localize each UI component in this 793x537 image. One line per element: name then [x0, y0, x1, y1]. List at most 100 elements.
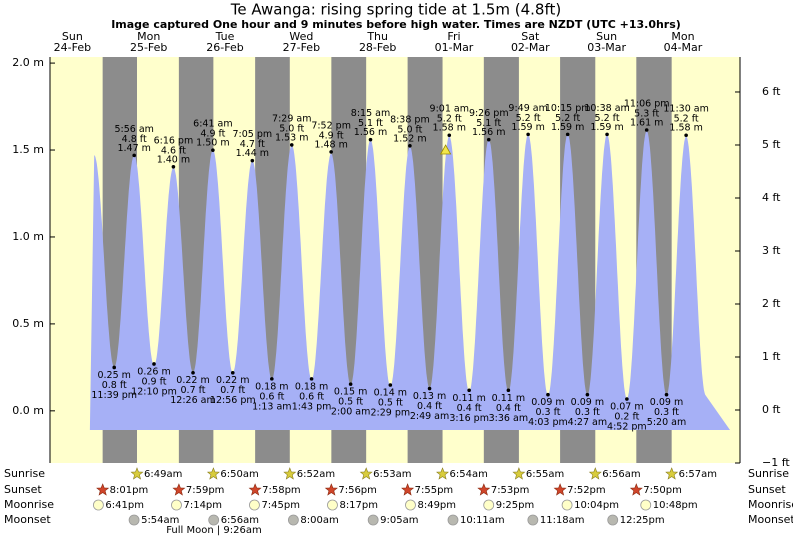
- tide-feet: 4.9 ft: [319, 130, 344, 141]
- tide-feet: 5.2 ft: [555, 113, 580, 124]
- tide-feet: 0.6 ft: [259, 391, 284, 402]
- tide-meters: 1.52 m: [393, 133, 426, 144]
- tide-feet: 4.6 ft: [161, 145, 186, 156]
- high-tide-point: [447, 133, 452, 138]
- day-date: 27-Feb: [283, 41, 320, 54]
- high-tide-point: [171, 164, 176, 169]
- low-tide-point: [191, 370, 195, 375]
- event-time: 7:45pm: [261, 500, 300, 511]
- tide-feet: 5.1 ft: [358, 118, 383, 129]
- tide-time: 8:15 am: [351, 108, 390, 119]
- tide-time: 11:30 am: [663, 104, 708, 115]
- day-date: 01-Mar: [435, 41, 474, 54]
- tide-meters: 0.09 m: [531, 397, 564, 408]
- sunset-icon: [324, 483, 338, 496]
- tide-time: 11:39 pm: [91, 390, 137, 401]
- sunrise-icon: [512, 467, 526, 480]
- tide-meters: 1.61 m: [630, 117, 663, 128]
- high-tide-point: [368, 137, 373, 142]
- y-tick-label: 1.0 m: [12, 230, 44, 243]
- tide-meters: 1.56 m: [472, 127, 505, 138]
- row-label-left: Sunrise: [4, 467, 45, 480]
- moonrise-icon: [327, 499, 338, 511]
- tide-time: 4:03 pm: [528, 417, 568, 428]
- event-time: 10:48pm: [653, 500, 698, 511]
- chart-subtitle: Image captured One hour and 9 minutes be…: [111, 18, 681, 31]
- y2-tick-label: 4 ft: [762, 191, 781, 204]
- tide-meters: 1.56 m: [354, 127, 387, 138]
- tide-meters: 0.22 m: [176, 375, 209, 386]
- event-time: 9:25pm: [496, 500, 535, 511]
- y-tick-label: 0.0 m: [12, 404, 44, 417]
- event-time: 10:11am: [460, 515, 505, 526]
- sunset-icon: [629, 483, 643, 496]
- tide-feet: 5.0 ft: [279, 123, 304, 134]
- event-time: 6:57am: [679, 469, 717, 480]
- event-time: 6:49am: [144, 469, 182, 480]
- tide-time: 3:36 am: [489, 413, 528, 424]
- tide-meters: 0.07 m: [610, 402, 643, 413]
- high-tide-point: [408, 143, 412, 148]
- event-time: 6:56am: [221, 515, 259, 526]
- day-name: Wed: [289, 30, 313, 43]
- tide-feet: 0.7 ft: [220, 385, 245, 396]
- event-time: 9:05am: [380, 515, 418, 526]
- chart-title: Te Awanga: rising spring tide at 1.5m (4…: [230, 1, 561, 19]
- tide-time: 9:26 pm: [469, 108, 509, 119]
- tide-feet: 5.2 ft: [674, 114, 699, 125]
- tide-time: 5:20 am: [647, 417, 686, 428]
- moonset-icon: [447, 514, 459, 526]
- tide-meters: 0.15 m: [334, 387, 367, 398]
- moonset-icon: [287, 514, 299, 526]
- event-time: 7:55pm: [415, 485, 454, 496]
- tide-time: 6:41 am: [193, 119, 232, 130]
- tide-time: 3:16 pm: [449, 413, 489, 424]
- tide-time: 2:49 am: [410, 411, 449, 422]
- sunrise-icon: [283, 467, 297, 480]
- tide-time: 2:29 pm: [371, 407, 411, 418]
- sunset-icon: [172, 483, 186, 496]
- tide-meters: 0.18 m: [255, 381, 288, 392]
- day-date: 26-Feb: [206, 41, 243, 54]
- event-time: 10:04pm: [574, 500, 619, 511]
- tide-feet: 0.5 ft: [338, 397, 363, 408]
- tide-time: 6:16 pm: [154, 135, 194, 146]
- tide-time: 10:38 am: [584, 103, 629, 114]
- y-tick-label: 0.5 m: [12, 317, 44, 330]
- tide-meters: 0.11 m: [492, 393, 525, 404]
- low-tide-point: [427, 386, 432, 391]
- y2-tick-label: 3 ft: [762, 244, 781, 257]
- day-date: 04-Mar: [664, 41, 703, 54]
- sunset-icon: [401, 483, 415, 496]
- row-label-right: Moonrise: [748, 498, 793, 511]
- tide-time: 9:49 am: [508, 103, 547, 114]
- tide-feet: 0.3 ft: [575, 407, 600, 418]
- tide-time: 2:00 am: [331, 407, 370, 418]
- tide-time: 11:06 pm: [624, 98, 670, 109]
- day-name: Mon: [671, 30, 694, 43]
- sunrise-icon: [665, 467, 679, 480]
- tide-feet: 4.8 ft: [122, 134, 147, 145]
- high-tide-point: [644, 128, 649, 132]
- moonrise-icon: [405, 499, 416, 511]
- low-tide-point: [585, 392, 590, 397]
- high-tide-point: [565, 132, 570, 137]
- tide-time: 12:26 am: [170, 395, 215, 406]
- tide-feet: 5.2 ft: [595, 113, 620, 124]
- tide-meters: 1.59 m: [551, 122, 584, 133]
- low-tide-point: [546, 392, 550, 397]
- tide-meters: 0.11 m: [452, 393, 485, 404]
- high-tide-point: [132, 153, 136, 158]
- tide-time: 1:43 pm: [292, 401, 332, 412]
- event-time: 7:56pm: [338, 485, 377, 496]
- moonset-icon: [208, 514, 220, 526]
- sunrise-icon: [436, 467, 449, 480]
- sunrise-icon: [130, 467, 144, 480]
- event-time: 8:49pm: [417, 500, 456, 511]
- tide-meters: 0.09 m: [571, 397, 604, 408]
- tide-time: 4:27 am: [568, 417, 607, 428]
- tide-time: 5:56 am: [114, 124, 153, 135]
- tide-time: 8:38 pm: [390, 114, 430, 125]
- low-tide-point: [309, 377, 314, 381]
